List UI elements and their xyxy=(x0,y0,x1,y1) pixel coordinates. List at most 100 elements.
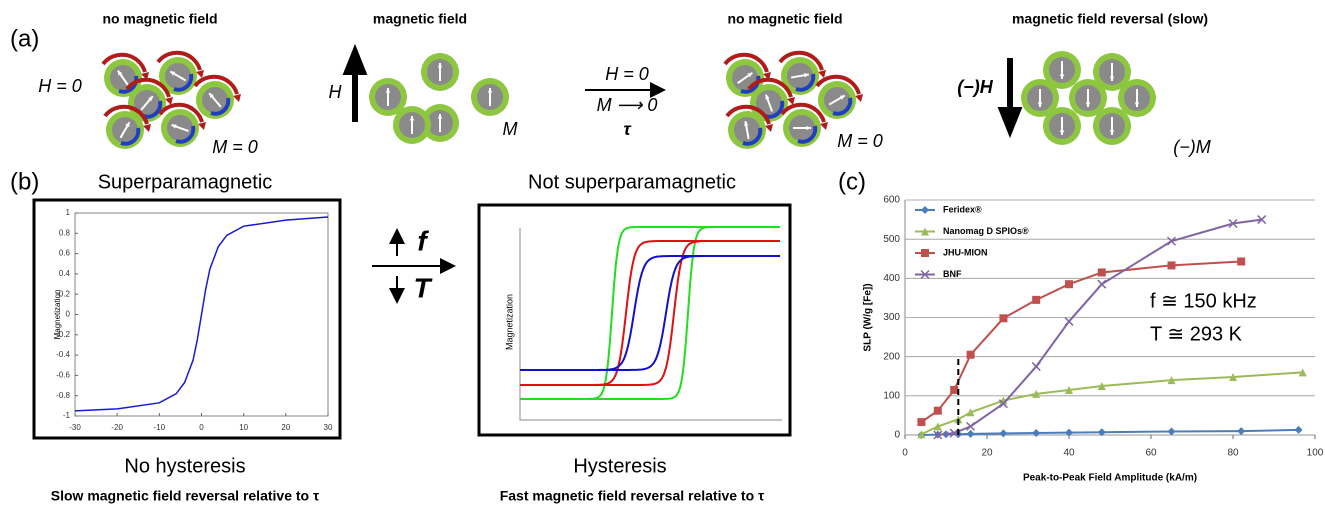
figure: (a) no magnetic field H = 0 M = 0 magnet… xyxy=(0,0,1325,508)
y-tick-label: 0.8 xyxy=(59,228,71,237)
particle xyxy=(817,77,863,119)
x-tick-label: 80 xyxy=(1227,448,1239,459)
y-tick-label: 1 xyxy=(66,208,71,217)
rotation-arrow xyxy=(233,94,241,102)
particle xyxy=(421,53,459,91)
state-title: magnetic field reversal (slow) xyxy=(1012,11,1208,27)
marker xyxy=(967,422,975,430)
particle xyxy=(1093,107,1131,145)
marker xyxy=(1032,429,1040,437)
annotation: T ≅ 293 K xyxy=(1150,323,1243,345)
y-axis-label: Magnetization xyxy=(53,290,62,340)
x-tick-label: 60 xyxy=(1145,448,1157,459)
legend-label: JHU-MION xyxy=(943,247,988,257)
state-title: magnetic field xyxy=(373,11,467,27)
y-tick-label: 0 xyxy=(66,310,71,319)
x-tick-label: 100 xyxy=(1307,448,1324,459)
x-tick-label: -10 xyxy=(154,423,166,432)
plot-frame xyxy=(479,205,790,435)
marker xyxy=(921,249,929,257)
marker xyxy=(999,314,1007,322)
temperature-label: T xyxy=(413,272,433,303)
annotation: f ≅ 150 kHz xyxy=(1150,290,1257,312)
marker xyxy=(934,407,942,415)
frequency-label: f xyxy=(417,225,429,256)
marker xyxy=(1098,280,1106,288)
particle xyxy=(160,105,206,147)
marker xyxy=(1065,280,1073,288)
plot-note: Slow magnetic field reversal relative to… xyxy=(51,488,320,504)
particle xyxy=(471,78,509,116)
plot-caption: No hysteresis xyxy=(124,455,245,477)
x-tick-label: 0 xyxy=(199,423,204,432)
y-tick-label: -0.4 xyxy=(56,350,70,359)
field-arrow xyxy=(1002,58,1018,130)
magnetization-label: M = 0 xyxy=(212,137,258,157)
state-title: no magnetic field xyxy=(727,11,842,27)
marker xyxy=(967,351,975,359)
plot-title: Not superparamagnetic xyxy=(528,171,736,193)
x-tick-label: 20 xyxy=(981,448,993,459)
hysteresis-curve xyxy=(520,241,780,385)
rotation-arrow xyxy=(855,94,863,102)
marker xyxy=(1032,296,1040,304)
rotation-arrow xyxy=(198,122,206,130)
panel-label: (a) xyxy=(10,25,39,52)
rotation-arrow xyxy=(818,70,826,78)
plot-title: Superparamagnetic xyxy=(98,171,273,193)
rotation-arrow xyxy=(196,70,204,78)
y-tick-label: 300 xyxy=(883,312,900,323)
marker xyxy=(1098,268,1106,276)
state-title: no magnetic field xyxy=(102,11,217,27)
field-label: H = 0 xyxy=(38,76,82,96)
transition-time: τ xyxy=(623,119,632,139)
magnetization-label: (−)M xyxy=(1173,137,1211,157)
marker xyxy=(1237,257,1245,265)
y-tick-label: -0.6 xyxy=(56,371,70,380)
hysteresis-curve xyxy=(520,227,780,399)
plot-note: Fast magnetic field reversal relative to… xyxy=(500,488,765,504)
marker xyxy=(917,418,925,426)
x-tick-label: -20 xyxy=(111,423,123,432)
x-tick-label: 0 xyxy=(902,448,908,459)
hysteresis-curve xyxy=(520,227,780,399)
x-tick-label: 10 xyxy=(239,423,248,432)
marker xyxy=(1295,426,1303,434)
y-tick-label: 0.6 xyxy=(59,249,71,258)
panel-label: (b) xyxy=(10,168,39,195)
plot-caption: Hysteresis xyxy=(573,455,666,477)
hysteresis-curve xyxy=(520,256,780,370)
x-tick-label: 20 xyxy=(281,423,290,432)
marker xyxy=(999,429,1007,437)
field-label: H xyxy=(329,82,343,102)
marker xyxy=(1032,362,1040,370)
y-tick-label: 400 xyxy=(883,273,900,284)
y-axis-label: SLP (W/g [Fe]) xyxy=(863,283,874,351)
data-line xyxy=(921,372,1302,434)
field-arrow xyxy=(347,52,363,122)
x-tick-label: 30 xyxy=(324,423,333,432)
charts: -1-0.8-0.6-0.4-0.200.20.40.60.81-30-20-1… xyxy=(53,195,1324,484)
particle xyxy=(782,105,828,147)
x-tick-label: 40 xyxy=(1063,448,1075,459)
plot-frame xyxy=(34,200,340,438)
rotation-arrow xyxy=(765,124,773,132)
data-line xyxy=(75,217,328,411)
y-axis-label: Magnetization xyxy=(504,294,514,350)
y-tick-label: -1 xyxy=(63,411,71,420)
particle xyxy=(393,106,431,144)
marker xyxy=(1237,427,1245,435)
field-label: (−)H xyxy=(957,77,994,97)
marker xyxy=(1065,317,1073,325)
hysteresis-curves xyxy=(520,227,780,399)
x-tick-label: -30 xyxy=(69,423,81,432)
legend-label: BNF xyxy=(943,269,962,279)
marker xyxy=(1168,261,1176,269)
hysteresis-curve xyxy=(520,241,780,385)
y-tick-label: 0 xyxy=(894,430,900,441)
hysteresis-curve xyxy=(520,256,780,370)
y-tick-label: 500 xyxy=(883,234,900,245)
particle xyxy=(1043,107,1081,145)
x-axis-label: Peak-to-Peak Field Amplitude (kA/m) xyxy=(1023,473,1197,484)
transition-field: H = 0 xyxy=(605,64,649,84)
